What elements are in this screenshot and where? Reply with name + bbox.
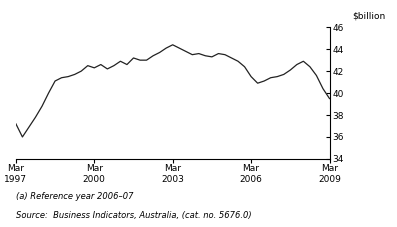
Text: (a) Reference year 2006–07: (a) Reference year 2006–07 — [16, 192, 133, 201]
Text: $billion: $billion — [352, 11, 385, 20]
Text: Source:  Business Indicators, Australia, (cat. no. 5676.0): Source: Business Indicators, Australia, … — [16, 211, 252, 220]
